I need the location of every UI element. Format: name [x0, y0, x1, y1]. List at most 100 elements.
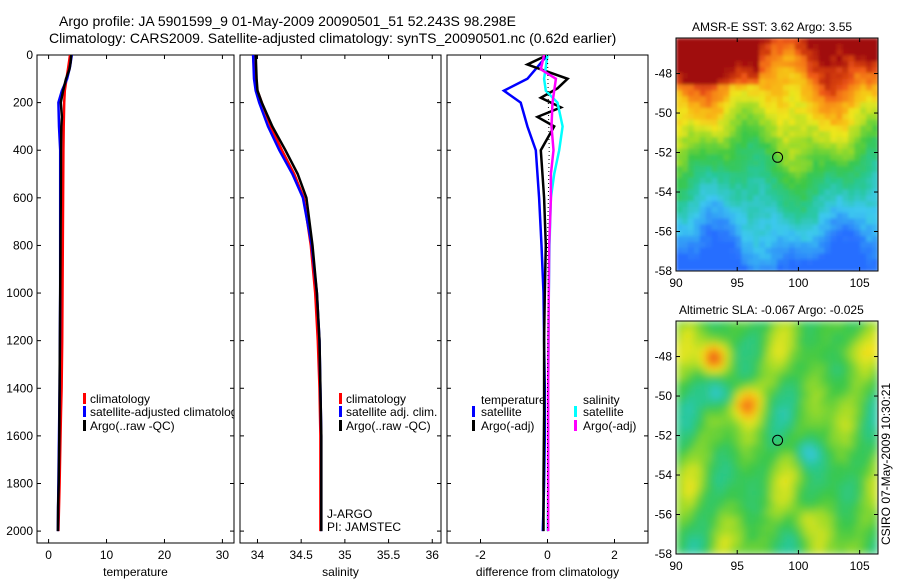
heatmap-cell — [800, 542, 808, 549]
heatmap-cell — [836, 332, 843, 340]
heatmap-cell — [788, 137, 796, 144]
heatmap-cell — [872, 367, 878, 375]
heatmap-cell — [717, 443, 725, 450]
heatmap-cell — [687, 437, 695, 444]
heatmap-cell — [723, 137, 731, 144]
heatmap-cell — [812, 61, 820, 68]
legend-group-salinity: salinity — [583, 393, 620, 407]
heatmap-cell — [788, 449, 796, 456]
heatmap-cell — [699, 489, 707, 497]
heatmap-cell — [866, 332, 873, 340]
heatmap-cell — [699, 437, 707, 444]
heatmap-cell — [681, 218, 689, 225]
heatmap-cell — [777, 355, 784, 363]
heatmap-cell — [788, 201, 796, 208]
heatmap-cell — [753, 253, 760, 260]
heatmap-cell — [735, 524, 742, 532]
heatmap-cell — [812, 206, 820, 214]
heatmap-cell — [723, 212, 731, 220]
heatmap-cell — [687, 137, 695, 144]
heatmap-cell — [848, 338, 855, 345]
heatmap-cell — [848, 206, 855, 214]
heatmap-cell — [717, 224, 725, 231]
heatmap-cell — [830, 454, 838, 462]
heatmap-cell — [800, 548, 808, 554]
heatmap-cell — [741, 402, 748, 409]
heatmap-cell — [753, 513, 760, 520]
heatmap-cell — [830, 385, 838, 392]
heatmap-cell — [842, 212, 849, 220]
heatmap-cell — [723, 236, 731, 243]
heatmap-cell — [788, 236, 796, 243]
heatmap-cell — [860, 338, 867, 345]
heatmap-cell — [735, 107, 742, 115]
heatmap-cell — [759, 119, 766, 126]
heatmap-cell — [777, 501, 784, 508]
heatmap-cell — [777, 43, 784, 51]
heatmap-cell — [794, 113, 802, 121]
heatmap-cell — [717, 131, 725, 138]
heatmap-cell — [681, 90, 689, 97]
heatmap-cell — [830, 55, 838, 62]
heatmap-cell — [872, 466, 878, 474]
heatmap-cell — [711, 72, 719, 80]
heatmap-cell — [687, 379, 695, 386]
heatmap-cell — [866, 253, 873, 260]
heatmap-cell — [782, 396, 790, 404]
heatmap-cell — [818, 166, 826, 173]
heatmap-cell — [735, 460, 742, 468]
heatmap-cell — [848, 530, 855, 538]
heatmap-cell — [693, 513, 701, 520]
heatmap-cell — [759, 177, 766, 185]
heatmap-cell — [866, 361, 873, 369]
heatmap-cell — [854, 61, 861, 68]
heatmap-cell — [747, 501, 754, 508]
heatmap-cell — [729, 38, 737, 45]
heatmap-cell — [676, 420, 683, 427]
heatmap-cell — [800, 425, 808, 433]
heatmap-cell — [860, 460, 867, 468]
heatmap-cell — [693, 61, 701, 68]
heatmap-cell — [729, 495, 737, 503]
heatmap-cell — [782, 367, 790, 375]
heatmap-cell — [693, 72, 701, 80]
heatmap-cell — [711, 38, 719, 45]
heatmap-cell — [842, 183, 849, 191]
heatmap-cell — [848, 78, 855, 86]
heatmap-cell — [765, 460, 772, 468]
heatmap-cell — [848, 332, 855, 340]
heatmap-cell — [842, 218, 849, 225]
heatmap-cell — [753, 443, 760, 450]
heatmap-cell — [777, 247, 784, 255]
heatmap-cell — [747, 420, 754, 427]
heatmap-cell — [753, 379, 760, 386]
heatmap-cell — [747, 241, 754, 249]
heatmap-cell — [830, 408, 838, 415]
heatmap-cell — [842, 61, 849, 68]
heatmap-cell — [723, 55, 731, 62]
heatmap-cell — [872, 489, 878, 497]
legend-label-satellite: satellite-adjusted climatology — [90, 405, 243, 419]
heatmap-cell — [818, 137, 826, 144]
heatmap-cell — [687, 212, 695, 220]
heatmap-cell — [687, 414, 695, 421]
heatmap-cell — [753, 385, 760, 392]
heatmap-cell — [676, 72, 683, 80]
heatmap-cell — [765, 61, 772, 68]
heatmap-cell — [741, 236, 748, 243]
heatmap-cell — [705, 530, 713, 538]
heatmap-cell — [777, 460, 784, 468]
heatmap-cell — [842, 402, 849, 409]
heatmap-cell — [676, 96, 683, 103]
heatmap-cell — [711, 107, 719, 115]
heatmap-cell — [705, 466, 713, 474]
heatmap-cell — [735, 507, 742, 514]
heatmap-cell — [771, 548, 778, 554]
heatmap-cell — [782, 241, 790, 249]
heatmap-cell — [830, 201, 838, 208]
y-tick-label: 200 — [13, 96, 33, 110]
heatmap-cell — [765, 548, 772, 554]
heatmap-cell — [735, 536, 742, 543]
heatmap-cell — [830, 265, 838, 271]
heatmap-cell — [842, 355, 849, 363]
